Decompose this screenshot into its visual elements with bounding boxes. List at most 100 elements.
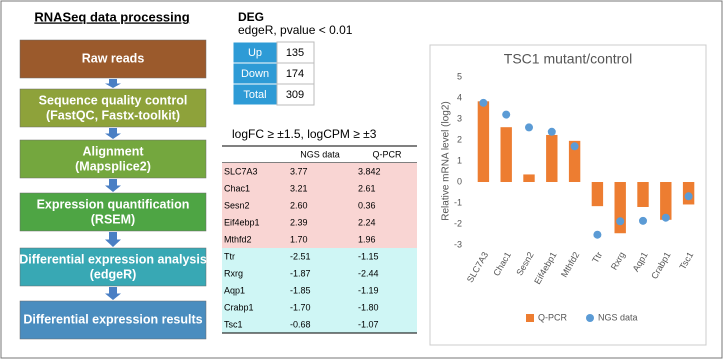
- table-row: [222, 197, 417, 214]
- qpcr-value: -1.80: [358, 302, 379, 312]
- dot: [479, 98, 488, 107]
- step-detail: (Mapsplice2): [75, 159, 151, 173]
- gene-name: Chac1: [224, 183, 250, 193]
- gene-name: SLC7A3: [224, 166, 258, 176]
- ngs-value: -0.68: [290, 319, 311, 329]
- dot: [616, 217, 625, 226]
- table-row: [222, 180, 417, 197]
- dot: [570, 142, 579, 151]
- qpcr-value: 2.24: [358, 217, 376, 227]
- dot: [661, 213, 670, 222]
- legend-swatch: [526, 314, 534, 322]
- ngs-value: 1.70: [290, 234, 308, 244]
- gene-table: NGS data Q-PCR SLC7A3 3.77 3.842 Chac1 3.21 2.6…: [222, 145, 417, 334]
- qpcr-value: 2.61: [358, 183, 376, 193]
- step-box: [19, 139, 207, 179]
- table-row: [222, 248, 417, 265]
- legend-label: Q-PCR: [538, 312, 568, 322]
- chart-title: TSC1 mutant/control: [504, 51, 632, 67]
- legend-label: NGS data: [598, 312, 638, 322]
- step-title: Raw reads: [82, 51, 145, 65]
- qpcr-value: 3.842: [358, 166, 381, 176]
- step-detail: (FastQC, Fastx-toolkit): [46, 108, 180, 122]
- gene-name: Ttr: [224, 251, 235, 261]
- qpcr-value: -2.44: [358, 268, 379, 278]
- table-row: [222, 163, 417, 180]
- x-tick-label: Ttr: [590, 250, 604, 265]
- y-tick-label: -2: [454, 218, 462, 228]
- y-tick-label: 4: [457, 92, 462, 102]
- table-row: [222, 214, 417, 231]
- bar: [568, 140, 581, 182]
- gene-name: Aqp1: [224, 285, 245, 295]
- table-row: [222, 282, 417, 299]
- ngs-value: 2.60: [290, 200, 308, 210]
- y-tick-label: 1: [457, 155, 462, 165]
- gene-name: Eif4ebp1: [224, 217, 260, 227]
- table-row: [222, 231, 417, 248]
- bar: [477, 101, 490, 182]
- bar: [546, 134, 558, 182]
- ngs-value: 2.39: [290, 217, 308, 227]
- deg-value-cell: [276, 83, 315, 106]
- step-box: [19, 88, 207, 128]
- step-detail: (RSEM): [91, 212, 135, 226]
- bar: [500, 127, 512, 182]
- step-title: Sequence quality control: [39, 93, 188, 107]
- y-tick-label: -1: [454, 197, 462, 207]
- step-title: Differential expression results: [23, 312, 202, 326]
- table-row: [222, 316, 417, 333]
- pipeline: Raw reads Sequence quality control(FastQC…: [19, 39, 207, 340]
- genes-title: logFC ≥ ±1.5, logCPM ≥ ±3: [232, 127, 377, 141]
- ngs-value: -1.70: [290, 302, 311, 312]
- step-title: Differential expression analysis: [19, 252, 207, 266]
- qpcr-value: 0.36: [358, 200, 376, 210]
- step-title: Alignment: [82, 144, 144, 158]
- qpcr-value: -1.07: [358, 319, 379, 329]
- ngs-value: 3.77: [290, 166, 308, 176]
- step-box: [19, 39, 207, 79]
- y-tick-label: 2: [457, 134, 462, 144]
- arrow: [105, 179, 121, 192]
- dot: [547, 127, 556, 136]
- bar: [660, 182, 672, 220]
- chart-frame: [429, 44, 707, 346]
- deg-title: DEG: [238, 10, 264, 24]
- bar: [591, 182, 604, 207]
- deg-table: Up 135 Down 174 Total 309: [232, 41, 315, 106]
- ngs-value: 3.21: [290, 183, 308, 193]
- qpcr-value: -1.19: [358, 285, 379, 295]
- step-box: [19, 247, 207, 287]
- gene-name: Sesn2: [224, 200, 250, 210]
- table-row: [222, 299, 417, 316]
- y-tick-label: -3: [454, 239, 462, 249]
- ngs-value: -1.85: [290, 285, 311, 295]
- deg-label: Total: [243, 89, 266, 101]
- ngs-value: -2.51: [290, 251, 311, 261]
- arrow: [105, 79, 121, 88]
- legend-swatch: [586, 314, 594, 322]
- qpcr-value: -1.15: [358, 251, 379, 261]
- arrow: [105, 232, 121, 247]
- pipeline-title: RNASeq data processing: [34, 9, 189, 24]
- dot: [684, 192, 693, 201]
- deg-value: 174: [286, 68, 304, 80]
- step-box: [19, 192, 207, 232]
- bar: [614, 182, 626, 234]
- dot: [593, 230, 602, 239]
- arrow: [105, 287, 121, 300]
- deg-value: 135: [286, 47, 304, 59]
- gene-name: Crabp1: [224, 302, 254, 312]
- ngs-value: -1.87: [290, 268, 311, 278]
- step-detail: (edgeR): [90, 267, 137, 281]
- dot: [639, 216, 647, 225]
- qpcr-value: 1.96: [358, 234, 376, 244]
- table-header: Q-PCR: [373, 149, 403, 159]
- table-row: [222, 265, 417, 282]
- deg-label: Up: [248, 47, 262, 59]
- y-tick-label: 5: [457, 71, 462, 81]
- dot: [525, 123, 533, 132]
- y-axis-label: Relative mRNA level (log2): [441, 101, 452, 221]
- gene-name: Mthfd2: [224, 234, 252, 244]
